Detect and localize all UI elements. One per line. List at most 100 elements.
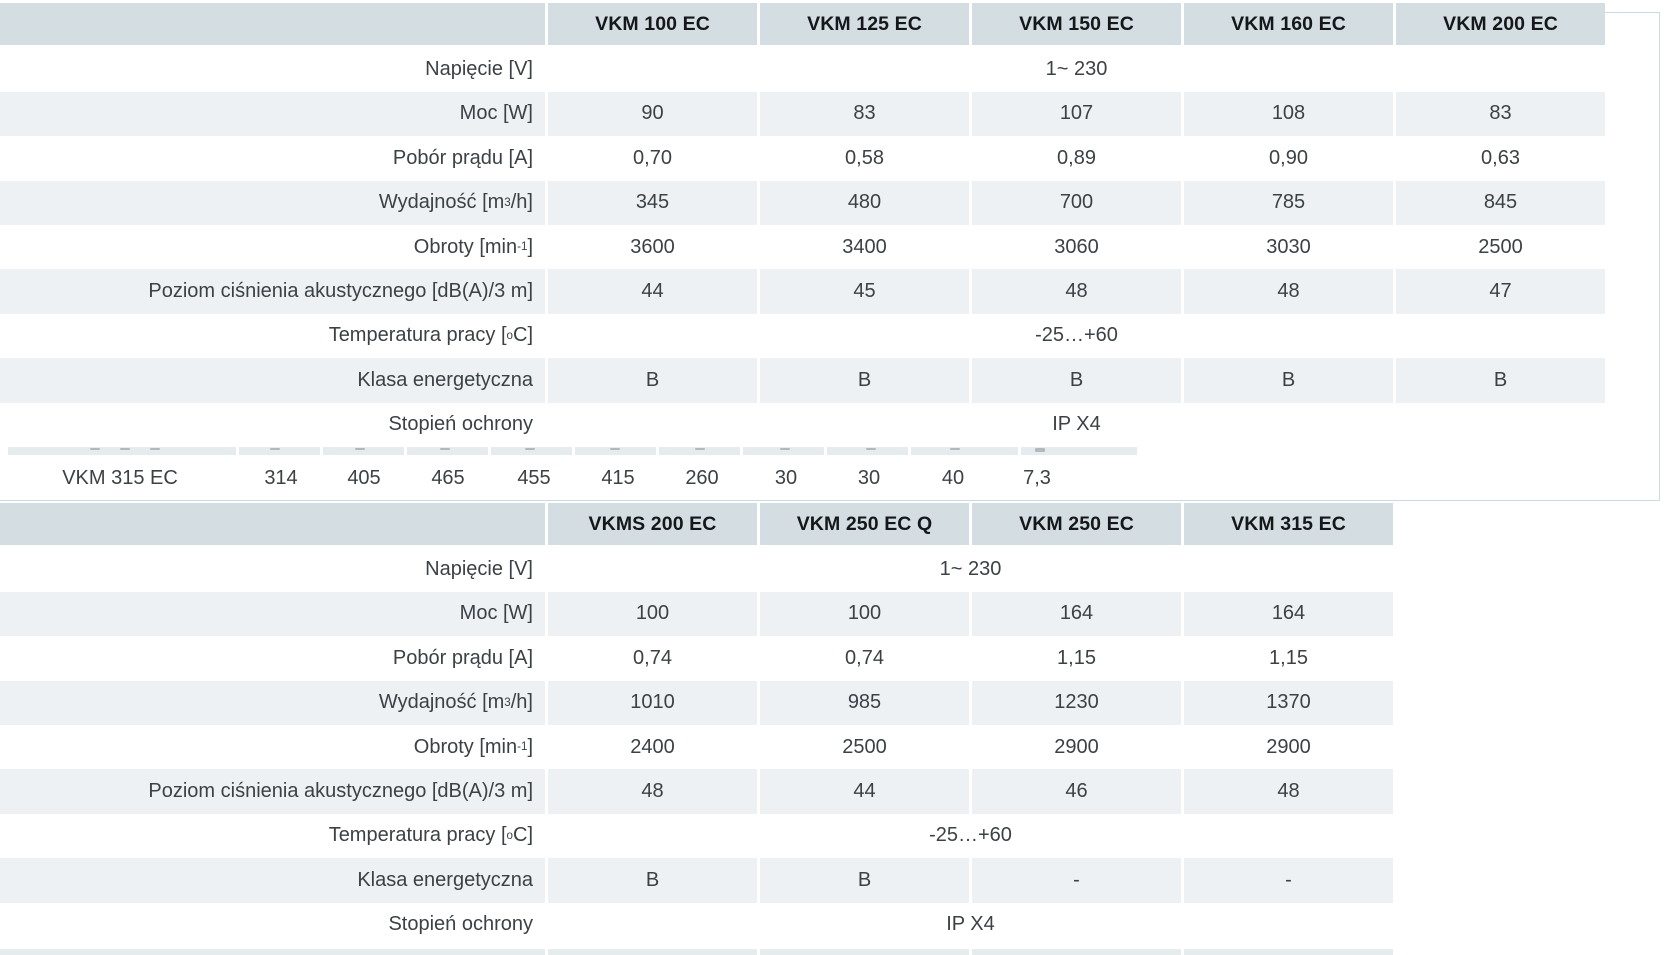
row-label: Moc [W] (0, 91, 545, 137)
value-cell: 0,70 (633, 146, 672, 169)
value-cell: - (972, 858, 1181, 903)
span-value: -25…+60 (1035, 324, 1118, 347)
bg-row-value: 314 (264, 467, 298, 489)
value-cell: 2400 (630, 735, 675, 758)
value-cell: 107 (972, 91, 1181, 137)
header-empty-cell (0, 3, 545, 45)
value-cell: B (548, 858, 757, 903)
glyph-remnant (695, 448, 705, 450)
value-cell: 0,90 (1269, 146, 1308, 169)
value-cell: 108 (1184, 91, 1393, 137)
value-cell: 100 (548, 591, 757, 637)
upper-spec-table: VKM 100 EC VKM 125 EC VKM 150 EC VKM 160… (0, 3, 1605, 447)
glyph-remnant (525, 448, 535, 450)
row-label: Poziom ciśnienia akustycznego [dB(A)/3 m… (0, 769, 545, 814)
value-cell: 1230 (972, 680, 1181, 725)
value-cell: 785 (1184, 180, 1393, 225)
value-cell: 2500 (1478, 235, 1523, 258)
bg-row-value: 260 (685, 467, 719, 489)
row-label: Moc [W] (0, 591, 545, 637)
glyph-remnant (610, 448, 620, 450)
glyph-remnant (120, 448, 130, 450)
value-cell: 44 (760, 769, 969, 814)
page-border-bottom (0, 500, 1660, 501)
span-value: -25…+60 (929, 824, 1012, 847)
next-row-sliver (0, 949, 1393, 955)
value-cell: 700 (972, 180, 1181, 225)
bg-row-label: VKM 315 EC (62, 467, 178, 489)
bg-row-value: 30 (857, 467, 881, 489)
value-cell: 48 (1184, 269, 1393, 314)
value-cell: B (760, 858, 969, 903)
value-cell: 45 (760, 269, 969, 314)
span-value: 1~ 230 (939, 558, 1002, 581)
value-cell: B (972, 358, 1181, 403)
row-label: Poziom ciśnienia akustycznego [dB(A)/3 m… (0, 269, 545, 314)
value-cell: B (1396, 358, 1605, 403)
row-label: Obroty [min -1] (413, 235, 533, 258)
bg-row-value: 30 (774, 467, 798, 489)
column-header: VKM 200 EC (1396, 3, 1605, 45)
value-cell: 3600 (630, 235, 675, 258)
value-cell: 1010 (548, 680, 757, 725)
glyph-remnant (780, 448, 790, 450)
value-cell: 46 (972, 769, 1181, 814)
value-cell: 345 (548, 180, 757, 225)
value-cell: 0,63 (1481, 146, 1520, 169)
value-cell: 1,15 (1057, 646, 1096, 669)
glyph-remnant (150, 448, 160, 450)
value-cell: 164 (972, 591, 1181, 637)
value-cell: 47 (1396, 269, 1605, 314)
column-header: VKMS 200 EC (548, 503, 757, 545)
value-cell: 480 (760, 180, 969, 225)
value-cell: 2500 (842, 735, 887, 758)
value-cell: 2900 (1266, 735, 1311, 758)
value-cell: 48 (972, 269, 1181, 314)
glyph-remnant (440, 448, 450, 450)
bg-row-value: 405 (347, 467, 381, 489)
glyph-remnant (1035, 448, 1045, 452)
value-cell: B (1184, 358, 1393, 403)
glyph-remnant (270, 448, 280, 450)
header-empty-cell (0, 503, 545, 545)
value-cell: 0,58 (845, 146, 884, 169)
value-cell: 48 (548, 769, 757, 814)
value-cell: B (548, 358, 757, 403)
value-cell: 3030 (1266, 235, 1311, 258)
glyph-remnant (950, 448, 960, 450)
row-label: Stopień ochrony (388, 413, 533, 436)
span-value: 1~ 230 (1045, 58, 1108, 81)
covered-row-sliver (8, 447, 1137, 455)
row-label: Pobór prądu [A] (392, 146, 533, 169)
column-header: VKM 100 EC (548, 3, 757, 45)
value-cell: 845 (1396, 180, 1605, 225)
row-label: Obroty [min -1] (413, 735, 533, 758)
value-cell: - (1184, 858, 1393, 903)
column-header: VKM 315 EC (1184, 503, 1393, 545)
value-cell: 0,89 (1057, 146, 1096, 169)
bg-row-value: 415 (601, 467, 635, 489)
lower-spec-table: VKMS 200 EC VKM 250 EC Q VKM 250 EC VKM … (0, 503, 1393, 947)
row-label: Klasa energetyczna (0, 358, 545, 403)
value-cell: 985 (760, 680, 969, 725)
row-label: Pobór prądu [A] (392, 646, 533, 669)
glyph-remnant (355, 448, 365, 450)
page-border-top (1605, 12, 1659, 13)
column-header: VKM 160 EC (1184, 3, 1393, 45)
row-label: Wydajność [m 3/h] (0, 180, 545, 225)
bg-row-value: 455 (517, 467, 551, 489)
span-value: IP X4 (946, 913, 995, 936)
bg-row-value: 40 (941, 467, 965, 489)
glyph-remnant (90, 448, 100, 450)
value-cell: 90 (548, 91, 757, 137)
background-table-row: VKM 315 EC 314 405 465 455 415 260 30 30… (0, 456, 1671, 500)
value-cell: 3400 (842, 235, 887, 258)
bg-row-value: 7,3 (1023, 467, 1051, 489)
bg-row-value: 465 (431, 467, 465, 489)
row-label: Temperatura pracy [o C] (328, 824, 533, 847)
value-cell: 0,74 (845, 646, 884, 669)
value-cell: 83 (760, 91, 969, 137)
row-label: Klasa energetyczna (0, 858, 545, 903)
span-value: IP X4 (1052, 413, 1101, 436)
